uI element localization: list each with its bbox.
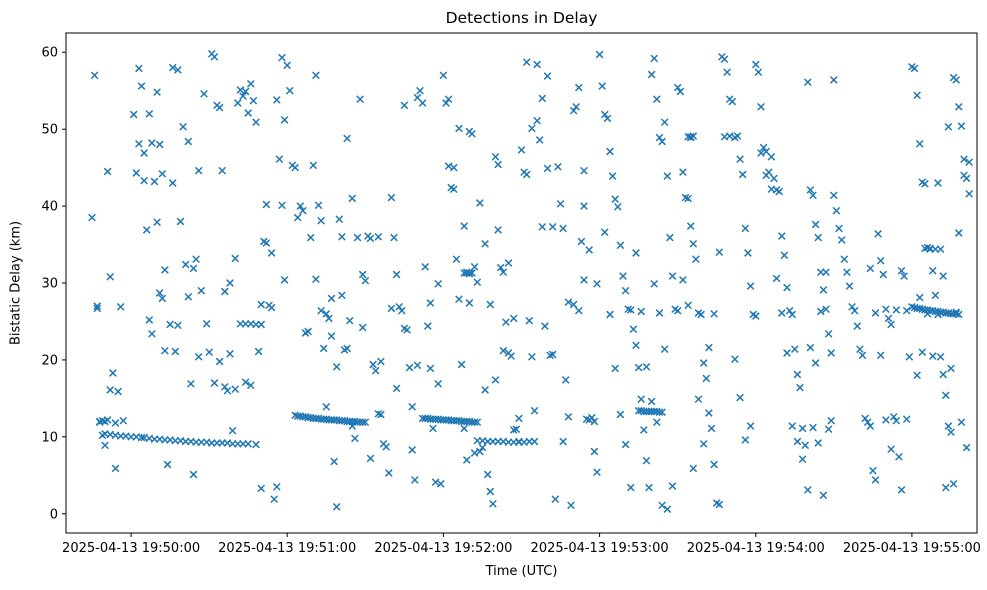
svg-text:2025-04-13 19:55:00: 2025-04-13 19:55:00	[843, 541, 981, 556]
y-ticks: 0 10 20 30 40 50 60	[41, 46, 66, 522]
chart-title: Detections in Delay	[445, 9, 598, 27]
svg-text:40: 40	[41, 200, 58, 215]
svg-text:2025-04-13 19:52:00: 2025-04-13 19:52:00	[374, 541, 512, 556]
svg-text:2025-04-13 19:54:00: 2025-04-13 19:54:00	[687, 541, 825, 556]
svg-text:10: 10	[41, 430, 58, 445]
x-axis-label: Time (UTC)	[485, 564, 558, 579]
y-axis-label: Bistatic Delay (km)	[8, 220, 24, 346]
svg-text:30: 30	[41, 277, 58, 292]
svg-text:50: 50	[41, 123, 58, 138]
svg-text:60: 60	[41, 46, 58, 61]
svg-text:0: 0	[50, 507, 58, 522]
svg-text:20: 20	[41, 353, 58, 368]
scatter-points	[88, 49, 974, 514]
svg-text:2025-04-13 19:53:00: 2025-04-13 19:53:00	[531, 541, 669, 556]
svg-text:2025-04-13 19:50:00: 2025-04-13 19:50:00	[62, 541, 200, 556]
axes-frame	[65, 32, 978, 534]
x-ticks: 2025-04-13 19:50:00 2025-04-13 19:51:00 20…	[62, 533, 981, 556]
svg-text:2025-04-13 19:51:00: 2025-04-13 19:51:00	[218, 541, 356, 556]
